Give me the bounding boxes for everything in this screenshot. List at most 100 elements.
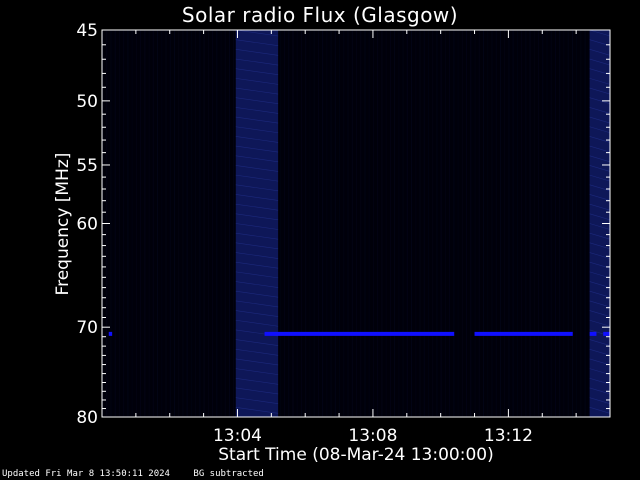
band-streak — [589, 116, 611, 124]
noise-column — [127, 30, 129, 417]
band-streak — [589, 310, 611, 317]
noise-column — [368, 30, 370, 417]
interference-segment — [264, 331, 455, 336]
noise-column — [470, 30, 472, 417]
noise-column — [432, 30, 434, 417]
noise-column — [495, 30, 497, 417]
band-streak — [589, 78, 611, 85]
noise-column — [351, 30, 353, 417]
noise-column — [169, 30, 171, 417]
noise-column — [212, 30, 214, 417]
band-streak — [235, 145, 279, 153]
y-tick-label: 70 — [76, 318, 98, 338]
band-streak — [589, 29, 611, 37]
noise-column — [580, 30, 582, 417]
noise-column — [487, 30, 489, 417]
noise-column — [377, 30, 379, 417]
noise-column — [178, 30, 180, 417]
band-streak — [589, 300, 611, 308]
band-streak — [235, 213, 279, 221]
noise-column — [542, 30, 544, 417]
y-tick-label: 60 — [76, 215, 98, 235]
noise-column — [317, 30, 319, 417]
noise-column — [284, 30, 286, 417]
noise-column — [173, 30, 175, 417]
band-streak — [235, 261, 279, 269]
band-streak — [235, 223, 279, 230]
band-streak — [235, 271, 279, 279]
noise-column — [296, 30, 298, 417]
band-streak — [589, 145, 611, 153]
band-streak — [235, 174, 279, 182]
x-axis-label: Start Time (08-Mar-24 13:00:00) — [218, 445, 494, 465]
noise-column — [567, 30, 569, 417]
band-streak — [589, 58, 611, 66]
noise-column — [114, 30, 116, 417]
x-tick-label: 13:04 — [213, 426, 262, 446]
band-streak — [589, 290, 611, 298]
band-streak — [235, 136, 279, 143]
band-streak — [235, 378, 279, 385]
noise-column — [440, 30, 442, 417]
band-streak — [589, 203, 611, 211]
noise-column — [436, 30, 438, 417]
y-tick-label: 55 — [76, 156, 98, 176]
noise-column — [508, 30, 510, 417]
noise-column — [190, 30, 192, 417]
band-streak — [235, 97, 279, 105]
band-streak — [589, 339, 611, 346]
y-tick-label: 80 — [76, 408, 98, 428]
band-streak — [589, 87, 611, 95]
noise-column — [144, 30, 146, 417]
band-streak — [589, 232, 611, 240]
interference-segment — [589, 331, 597, 336]
noise-column — [457, 30, 459, 417]
band-streak — [589, 126, 611, 134]
band-streak — [235, 348, 279, 356]
band-streak — [235, 310, 279, 317]
noise-column — [157, 30, 159, 417]
noise-column — [521, 30, 523, 417]
noise-column — [161, 30, 163, 417]
band-streak — [235, 397, 279, 404]
band-streak — [589, 184, 611, 192]
bg-subtracted-note: BG subtracted — [193, 469, 264, 479]
noise-column — [483, 30, 484, 417]
noise-column — [411, 30, 413, 417]
noise-column — [474, 30, 476, 417]
band-streak — [235, 281, 279, 288]
band-streak — [235, 232, 279, 240]
band-streak — [589, 97, 611, 105]
noise-column — [584, 30, 586, 417]
band-streak — [235, 126, 279, 134]
noise-column — [216, 30, 218, 417]
band-streak — [589, 49, 611, 56]
interference-segment — [474, 331, 573, 336]
noise-column — [148, 30, 150, 417]
noise-column — [330, 30, 332, 417]
noise-column — [309, 30, 311, 417]
band-streak — [235, 194, 279, 201]
noise-column — [322, 30, 324, 417]
y-tick-label: 45 — [76, 21, 98, 41]
noise-column — [444, 30, 446, 417]
band-streak — [589, 155, 611, 163]
band-streak — [235, 252, 279, 259]
noise-column — [516, 30, 518, 417]
noise-column — [491, 30, 493, 417]
band-streak — [589, 107, 611, 114]
noise-column — [233, 30, 235, 417]
band-streak — [235, 116, 279, 124]
interference-segment — [108, 331, 113, 336]
band-streak — [235, 107, 279, 114]
band-streak — [235, 339, 279, 346]
noise-column — [326, 30, 328, 417]
noise-column — [588, 30, 590, 417]
noise-column — [576, 30, 578, 417]
noise-column — [372, 30, 374, 417]
band-streak — [235, 368, 279, 375]
noise-column — [292, 30, 294, 417]
noise-column — [525, 30, 527, 417]
noise-column — [550, 30, 552, 417]
